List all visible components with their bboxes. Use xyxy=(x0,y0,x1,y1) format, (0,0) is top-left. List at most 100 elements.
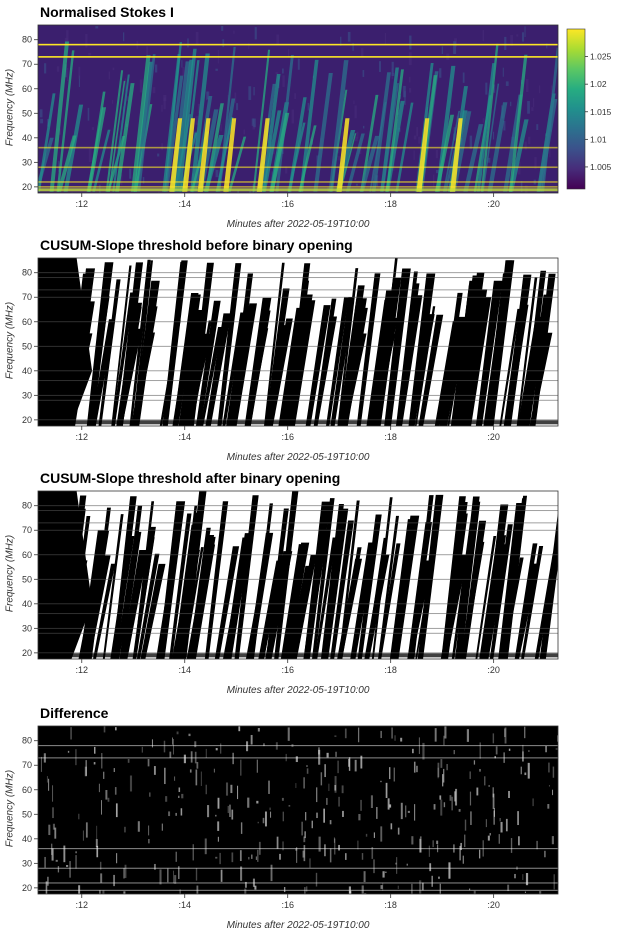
difference-pixel xyxy=(268,780,270,794)
difference-pixel xyxy=(270,864,273,882)
heatmap-image xyxy=(38,726,558,894)
heatmap-cell xyxy=(249,190,252,193)
difference-pixel xyxy=(357,727,360,743)
panel-2-ylabel: Frequency (MHz) xyxy=(4,301,16,380)
heatmap-cell xyxy=(215,68,218,71)
y-tick-label: 40 xyxy=(22,834,32,844)
difference-pixel xyxy=(82,830,84,841)
difference-pixel xyxy=(380,885,383,889)
difference-pixel xyxy=(101,753,103,769)
heatmap-cell xyxy=(124,78,127,92)
rfi-line xyxy=(38,652,558,654)
difference-pixel xyxy=(553,874,555,890)
heatmap-cell xyxy=(362,70,365,77)
difference-pixel xyxy=(101,800,102,815)
heatmap-cell xyxy=(469,135,473,149)
difference-pixel xyxy=(407,810,410,813)
difference-pixel xyxy=(250,734,253,745)
panel-3-title: CUSUM-Slope threshold after binary openi… xyxy=(40,470,341,486)
difference-pixel xyxy=(181,793,184,799)
difference-pixel xyxy=(525,873,529,886)
heatmap-cell xyxy=(353,100,355,105)
threshold-streak xyxy=(305,305,331,426)
difference-pixel xyxy=(215,856,218,859)
difference-pixel xyxy=(492,787,494,798)
y-tick-label: 60 xyxy=(22,785,32,795)
difference-pixel xyxy=(147,759,150,767)
burst-streak xyxy=(203,135,224,192)
threshold-streak xyxy=(264,262,285,426)
difference-pixel xyxy=(172,737,173,745)
difference-pixel xyxy=(494,756,496,759)
threshold-streak xyxy=(158,501,186,659)
difference-pixel xyxy=(129,775,133,792)
difference-pixel xyxy=(385,782,388,798)
difference-pixel xyxy=(548,785,550,787)
difference-pixel xyxy=(495,746,498,755)
difference-pixel xyxy=(95,839,98,848)
colorbar-tick-label: 1.02 xyxy=(590,79,607,89)
threshold-streak xyxy=(338,500,360,659)
difference-pixel xyxy=(376,806,378,819)
threshold-streak xyxy=(408,273,436,426)
heatmap-cell xyxy=(254,27,257,40)
difference-pixel xyxy=(276,836,279,849)
heatmap-cell xyxy=(435,149,438,159)
difference-pixel xyxy=(51,848,54,861)
y-tick-label: 80 xyxy=(22,736,32,746)
difference-pixel xyxy=(405,805,407,818)
burst-streak xyxy=(298,125,317,192)
threshold-streak xyxy=(121,549,149,659)
threshold-streak xyxy=(86,262,114,426)
heatmap-image xyxy=(38,25,558,193)
difference-pixel xyxy=(455,788,458,806)
heatmap-cell xyxy=(85,33,88,48)
x-tick-label: :16 xyxy=(281,432,294,442)
difference-pixel xyxy=(316,787,318,803)
difference-pixel xyxy=(315,872,318,887)
difference-pixel xyxy=(168,811,171,817)
difference-pixel xyxy=(436,840,439,845)
rfi-line xyxy=(38,757,558,759)
heatmap-cell xyxy=(549,148,551,158)
difference-pixel xyxy=(220,869,223,882)
heatmap-cell xyxy=(194,131,198,146)
y-tick-label: 50 xyxy=(22,809,32,819)
threshold-streak xyxy=(245,559,268,659)
burst-streak xyxy=(164,42,183,192)
heatmap-cell xyxy=(413,150,415,160)
y-tick-label: 70 xyxy=(22,760,32,770)
difference-pixel xyxy=(433,804,436,810)
panel-2-title: CUSUM-Slope threshold before binary open… xyxy=(40,237,353,253)
x-tick-label: :12 xyxy=(76,900,89,910)
threshold-streak xyxy=(441,496,466,659)
panel-2-before-opening: :12:14:16:18:20 20 30 40 50 60 70 80 xyxy=(22,257,559,442)
y-tick-label: 30 xyxy=(22,157,32,167)
heatmap-cell xyxy=(517,161,521,175)
difference-pixel xyxy=(304,831,306,839)
difference-pixel xyxy=(365,833,368,837)
burst-streak xyxy=(313,73,333,192)
difference-pixel xyxy=(195,868,198,881)
heatmap-cell xyxy=(154,64,158,73)
difference-pixel xyxy=(489,833,491,836)
difference-pixel xyxy=(469,771,471,779)
threshold-streak xyxy=(140,563,166,659)
difference-pixel xyxy=(217,797,220,809)
difference-pixel xyxy=(200,771,202,786)
difference-pixel xyxy=(411,836,414,845)
threshold-streak xyxy=(162,261,184,426)
heatmap-cell xyxy=(161,143,164,151)
difference-pixel xyxy=(552,766,555,778)
difference-pixel xyxy=(188,733,191,737)
rfi-line xyxy=(38,522,558,524)
burst-streak xyxy=(269,112,290,192)
x-tick-label: :16 xyxy=(281,900,294,910)
difference-pixel xyxy=(441,774,444,787)
heatmap-cell xyxy=(152,87,156,94)
difference-pixel xyxy=(440,759,443,768)
heatmap-cell xyxy=(503,120,506,131)
difference-pixel xyxy=(165,796,168,802)
threshold-streak xyxy=(218,280,239,426)
burst-streak xyxy=(115,83,135,192)
